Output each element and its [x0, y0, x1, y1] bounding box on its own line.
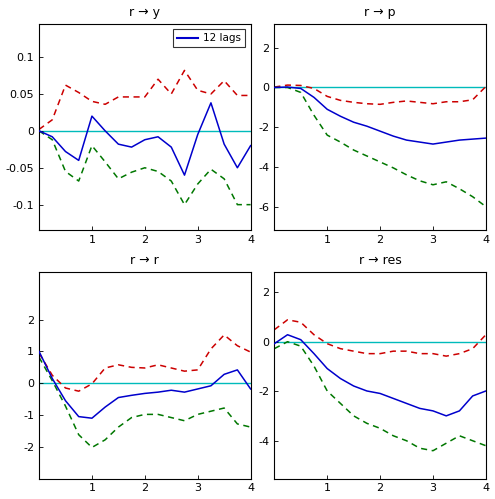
Title: r → r: r → r	[131, 253, 159, 266]
Title: r → res: r → res	[359, 253, 401, 266]
Legend: 12 lags: 12 lags	[173, 29, 246, 47]
Title: r → y: r → y	[129, 5, 160, 18]
Title: r → p: r → p	[364, 5, 396, 18]
